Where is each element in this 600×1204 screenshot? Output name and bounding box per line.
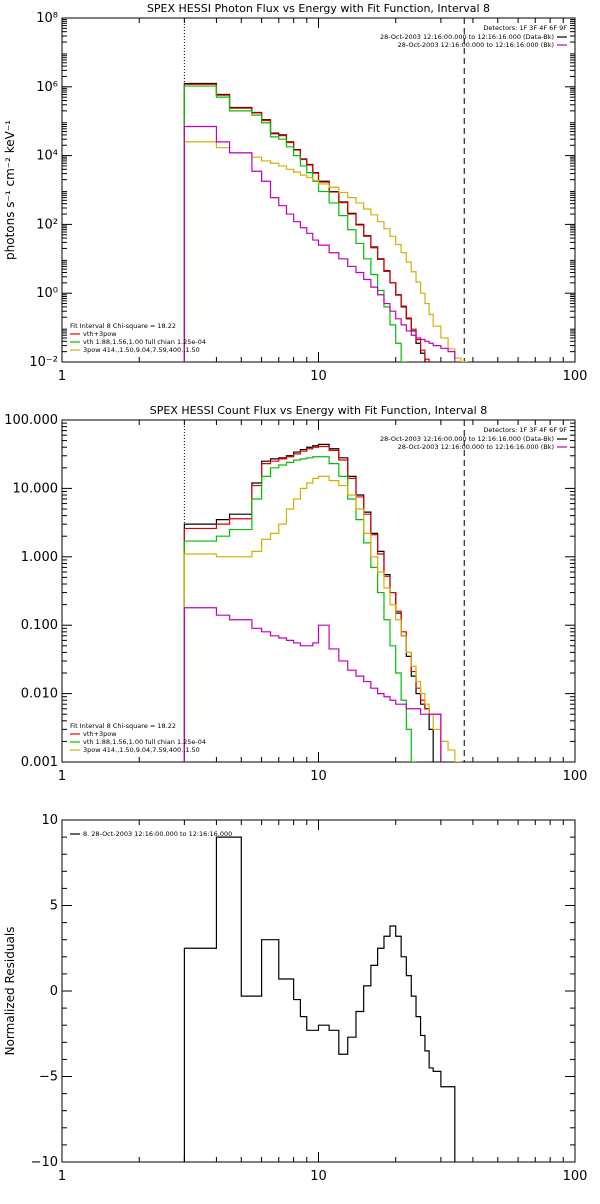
series-line-4 <box>183 475 462 762</box>
y-tick-label: 5 <box>50 899 58 914</box>
y-axis-label: Normalized Residuals <box>3 927 17 1056</box>
data-series-group <box>183 836 456 1162</box>
legend-entry: vth+3pow <box>83 730 117 738</box>
series-line-5 <box>183 125 456 362</box>
plot-frame <box>61 819 576 1163</box>
y-tick-label: 0 <box>50 984 58 999</box>
x-tick-label: 1 <box>58 1169 66 1184</box>
y-tick-label: 1.000 <box>21 550 58 565</box>
data-series-group <box>183 443 462 762</box>
y-tick-label: 100.000 <box>4 413 58 428</box>
series-line-3 <box>183 456 417 762</box>
series-line-3 <box>183 85 407 362</box>
y-tick-label: 10.000 <box>13 481 59 496</box>
legend-entry: 3pow 414.,1.50,9.04,7.59,400.,1.50 <box>83 346 200 354</box>
panel-1: SPEX HESSI Photon Flux vs Energy with Fi… <box>3 2 587 384</box>
series-line-5 <box>183 607 442 762</box>
y-tick-label: 10² <box>36 217 58 232</box>
y-tick-label: 0.001 <box>21 755 58 770</box>
x-tick-label: 1 <box>58 769 66 784</box>
legend-fit-header: Fit Interval 8 Chi-square = 18.22 <box>70 722 176 730</box>
data-series-group <box>183 82 468 362</box>
x-tick-label: 100 <box>563 769 588 784</box>
legend-entry: vth 1.88,1.56,1.00 full chian 1.25e-04 <box>83 338 206 346</box>
panel-2: SPEX HESSI Count Flux vs Energy with Fit… <box>4 404 587 784</box>
y-tick-label: 10⁶ <box>36 80 58 95</box>
x-tick-label: 10 <box>310 1169 327 1184</box>
x-tick-label: 100 <box>563 369 588 384</box>
legend-entry: 28-Oct-2003 12:16:00.000 to 12:16:16.000… <box>398 443 554 451</box>
y-tick-label: −10 <box>31 1155 58 1170</box>
legend-entry: 3pow 414.,1.50,9.04,7.59,400.,1.50 <box>83 746 200 754</box>
x-tick-label: 1 <box>58 369 66 384</box>
x-tick-label: 100 <box>563 1169 588 1184</box>
legend-entry: vth+3pow <box>83 330 117 338</box>
legend-entry: 28-Oct-2003 12:16:00.000 to 12:16:16.000… <box>380 33 554 41</box>
y-tick-label: 10⁰ <box>36 286 58 301</box>
legend-detectors: Detectors: 1F 3F 4F 6F 9F <box>483 24 567 32</box>
series-line-4 <box>183 141 468 362</box>
y-tick-label: −5 <box>39 1070 58 1085</box>
y-tick-label: 10⁴ <box>36 149 58 164</box>
x-tick-label: 10 <box>310 369 327 384</box>
chart-title: SPEX HESSI Count Flux vs Energy with Fit… <box>150 404 487 417</box>
legend-entry: 28-Oct-2003 12:16:00.000 to 12:16:16.000… <box>380 435 554 443</box>
legend-fit-header: Fit Interval 8 Chi-square = 18.22 <box>70 322 176 330</box>
panel-3: Normalized Residuals 1 10 100 −10 −5 0 5 10 8. 28… <box>3 813 587 1184</box>
plot-frame <box>61 419 576 763</box>
series-line-1 <box>183 82 426 362</box>
legend-entry: vth 1.88,1.56,1.00 full chian 1.25e-04 <box>83 738 206 746</box>
y-tick-label: 10 <box>41 813 58 828</box>
legend-entry: 8. 28-Oct-2003 12:16:00.000 to 12:16:16.… <box>83 830 232 838</box>
y-tick-label: 10⁸ <box>36 11 58 26</box>
chart-title: SPEX HESSI Photon Flux vs Energy with Fi… <box>147 2 490 15</box>
legend-detectors: Detectors: 1F 3F 4F 6F 9F <box>483 426 567 434</box>
series-line-2 <box>183 83 430 362</box>
y-tick-label: 0.010 <box>21 687 58 702</box>
y-tick-label: 0.100 <box>21 618 58 633</box>
y-axis-label: photons s⁻¹ cm⁻² keV⁻¹ <box>3 120 17 260</box>
series-line-2 <box>183 445 442 762</box>
y-tick-label: 10⁻² <box>29 355 58 370</box>
x-tick-label: 10 <box>310 769 327 784</box>
series-line-1 <box>183 836 456 1162</box>
legend-entry: 28-Oct-2003 12:16:00.000 to 12:16:16.000… <box>398 41 554 49</box>
